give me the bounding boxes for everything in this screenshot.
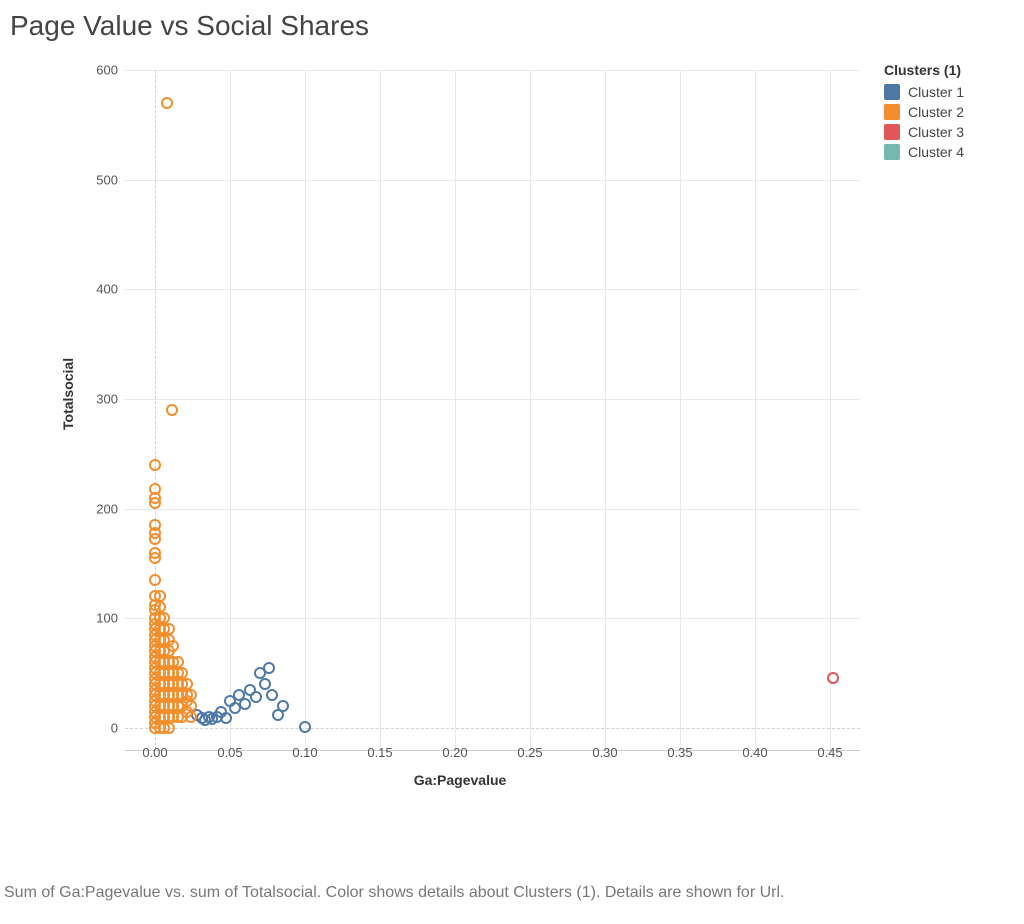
y-tick-label: 0 [111, 721, 118, 736]
data-point[interactable] [161, 97, 173, 109]
y-tick-label: 100 [96, 611, 118, 626]
data-point[interactable] [149, 552, 161, 564]
data-point[interactable] [299, 721, 311, 733]
data-point[interactable] [149, 533, 161, 545]
gridline-horizontal [125, 509, 860, 510]
legend-item[interactable]: Cluster 1 [884, 84, 1004, 100]
gridline-vertical [605, 70, 606, 750]
legend-item[interactable]: Cluster 2 [884, 104, 1004, 120]
data-point[interactable] [149, 574, 161, 586]
data-point[interactable] [827, 672, 839, 684]
data-point[interactable] [149, 497, 161, 509]
legend-item[interactable]: Cluster 4 [884, 144, 1004, 160]
x-tick-label: 0.45 [817, 745, 842, 760]
gridline-vertical [755, 70, 756, 750]
data-point[interactable] [266, 689, 278, 701]
legend-title: Clusters (1) [884, 62, 1004, 78]
x-tick-label: 0.10 [292, 745, 317, 760]
legend-swatch [884, 104, 900, 120]
chart-caption: Sum of Ga:Pagevalue vs. sum of Totalsoci… [4, 882, 944, 904]
y-tick-label: 400 [96, 282, 118, 297]
legend-swatch [884, 124, 900, 140]
data-point[interactable] [185, 711, 197, 723]
plot-region [125, 70, 860, 751]
legend-label: Cluster 3 [908, 124, 964, 140]
chart-title: Page Value vs Social Shares [10, 10, 369, 42]
data-point[interactable] [163, 722, 175, 734]
x-tick-label: 0.25 [517, 745, 542, 760]
x-tick-label: 0.20 [442, 745, 467, 760]
data-point[interactable] [263, 662, 275, 674]
legend: Clusters (1) Cluster 1 Cluster 2 Cluster 3… [884, 62, 1004, 164]
data-point[interactable] [259, 678, 271, 690]
gridline-vertical [680, 70, 681, 750]
legend-label: Cluster 4 [908, 144, 964, 160]
legend-item[interactable]: Cluster 3 [884, 124, 1004, 140]
legend-label: Cluster 1 [908, 84, 964, 100]
gridline-vertical [380, 70, 381, 750]
gridline-horizontal [125, 728, 860, 729]
gridline-horizontal [125, 70, 860, 71]
x-tick-label: 0.40 [742, 745, 767, 760]
data-point[interactable] [250, 691, 262, 703]
data-point[interactable] [166, 404, 178, 416]
gridline-vertical [305, 70, 306, 750]
data-point[interactable] [149, 459, 161, 471]
legend-swatch [884, 84, 900, 100]
y-tick-label: 500 [96, 172, 118, 187]
gridline-vertical [230, 70, 231, 750]
gridline-vertical [455, 70, 456, 750]
x-axis-label: Ga:Pagevalue [414, 772, 507, 788]
x-tick-label: 0.35 [667, 745, 692, 760]
x-tick-label: 0.15 [367, 745, 392, 760]
data-point[interactable] [167, 640, 179, 652]
gridline-vertical [530, 70, 531, 750]
y-tick-label: 600 [96, 63, 118, 78]
x-tick-label: 0.05 [217, 745, 242, 760]
y-axis-label: Totalsocial [60, 358, 76, 430]
gridline-horizontal [125, 618, 860, 619]
data-point[interactable] [220, 712, 232, 724]
gridline-horizontal [125, 399, 860, 400]
data-point[interactable] [277, 700, 289, 712]
x-tick-label: 0.30 [592, 745, 617, 760]
chart-area: Totalsocial Ga:Pagevalue 0 100 200 300 400 50… [60, 60, 860, 800]
gridline-horizontal [125, 289, 860, 290]
y-tick-label: 300 [96, 392, 118, 407]
x-tick-label: 0.00 [142, 745, 167, 760]
gridline-vertical [830, 70, 831, 750]
chart-container: Page Value vs Social Shares Totalsocial … [0, 0, 1024, 924]
gridline-horizontal [125, 180, 860, 181]
legend-label: Cluster 2 [908, 104, 964, 120]
y-tick-label: 200 [96, 501, 118, 516]
legend-swatch [884, 144, 900, 160]
